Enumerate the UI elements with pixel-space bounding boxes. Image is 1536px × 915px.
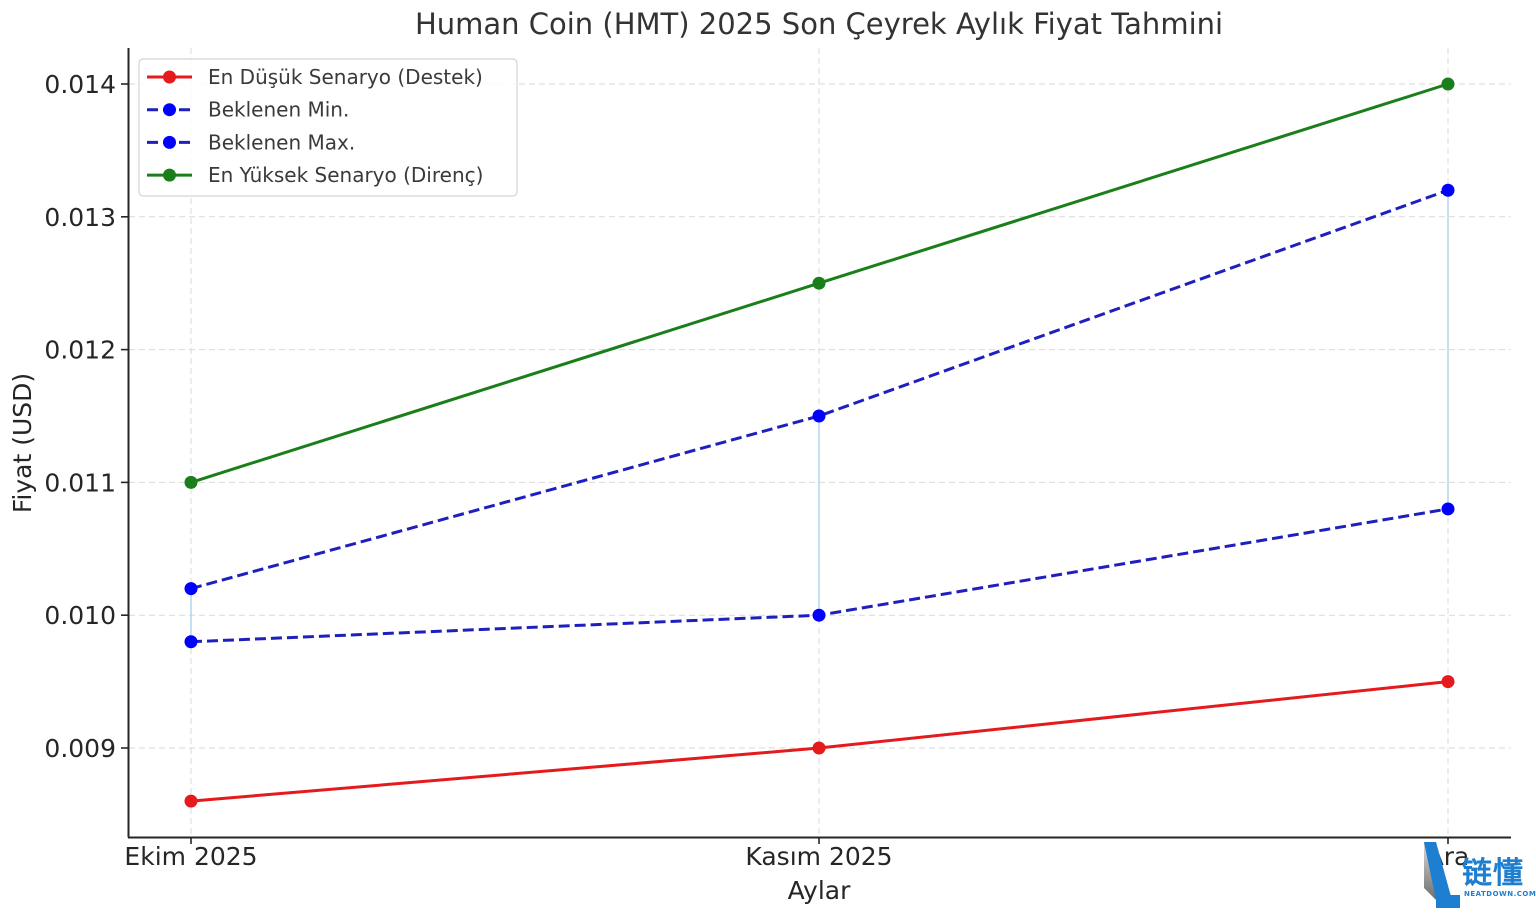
legend-frame — [138, 58, 518, 197]
x-tick-label: Kasım 2025 — [745, 842, 892, 871]
legend-label: Beklenen Max. — [208, 130, 355, 154]
neatdown-watermark: 链懂 NEATDOWN.COM — [1422, 840, 1536, 911]
data-point-marker — [184, 475, 198, 489]
legend-item: En Yüksek Senaryo (Direnç) — [147, 163, 483, 187]
legend-label: En Düşük Senaryo (Destek) — [208, 65, 483, 89]
watermark-domain-text: NEATDOWN.COM — [1464, 890, 1536, 898]
series-beklenen-max- — [184, 183, 1455, 596]
x-axis-ticks: Ekim 2025 Kasım 2025 Ara — [124, 837, 1469, 871]
series-layer — [184, 77, 1455, 808]
legend-marker-swatch — [163, 135, 176, 149]
legend-label: Beklenen Min. — [208, 98, 349, 122]
legend-item: Beklenen Min. — [147, 98, 349, 122]
x-tick-label: Ekim 2025 — [124, 842, 257, 871]
y-axis-label: Fiyat (USD) — [8, 373, 37, 513]
y-axis-ticks: 0.009 0.010 0.011 0.012 0.013 0.014 — [44, 70, 128, 763]
y-tick-label: 0.009 — [44, 734, 116, 763]
x-axis-label: Aylar — [788, 876, 851, 905]
y-tick-label: 0.014 — [44, 70, 116, 99]
legend: En Düşük Senaryo (Destek) Beklenen Min. Be… — [138, 58, 518, 197]
legend-marker-swatch — [163, 168, 176, 182]
series-en-y-ksek-senaryo-diren- — [184, 77, 1455, 489]
data-point-marker — [812, 409, 826, 423]
legend-label: En Yüksek Senaryo (Direnç) — [208, 163, 483, 187]
y-tick-label: 0.013 — [44, 203, 116, 232]
data-point-marker — [184, 794, 198, 808]
y-tick-label: 0.012 — [44, 336, 116, 365]
data-point-marker — [1441, 183, 1455, 197]
series-line — [190, 188, 1449, 591]
series-en-d-k-senaryo-destek- — [184, 675, 1455, 808]
min-max-range-connectors — [190, 190, 1449, 642]
data-point-marker — [1441, 502, 1455, 516]
data-point-marker — [812, 276, 826, 290]
series-beklenen-min- — [184, 502, 1455, 649]
data-point-marker — [812, 608, 826, 622]
legend-item: Beklenen Max. — [147, 130, 355, 154]
data-point-marker — [1441, 675, 1455, 689]
chart-title: Human Coin (HMT) 2025 Son Çeyrek Aylık F… — [415, 7, 1223, 41]
data-point-marker — [1441, 77, 1455, 91]
legend-item: En Düşük Senaryo (Destek) — [147, 65, 483, 89]
neatdown-logo-icon — [1424, 842, 1460, 908]
y-tick-label: 0.011 — [44, 468, 116, 497]
watermark-brand-text: 链懂 — [1462, 856, 1524, 891]
data-point-marker — [184, 582, 198, 596]
data-point-marker — [184, 635, 198, 649]
legend-marker-swatch — [163, 70, 176, 84]
data-point-marker — [812, 741, 826, 755]
y-tick-label: 0.010 — [44, 601, 116, 630]
legend-marker-swatch — [163, 103, 176, 117]
